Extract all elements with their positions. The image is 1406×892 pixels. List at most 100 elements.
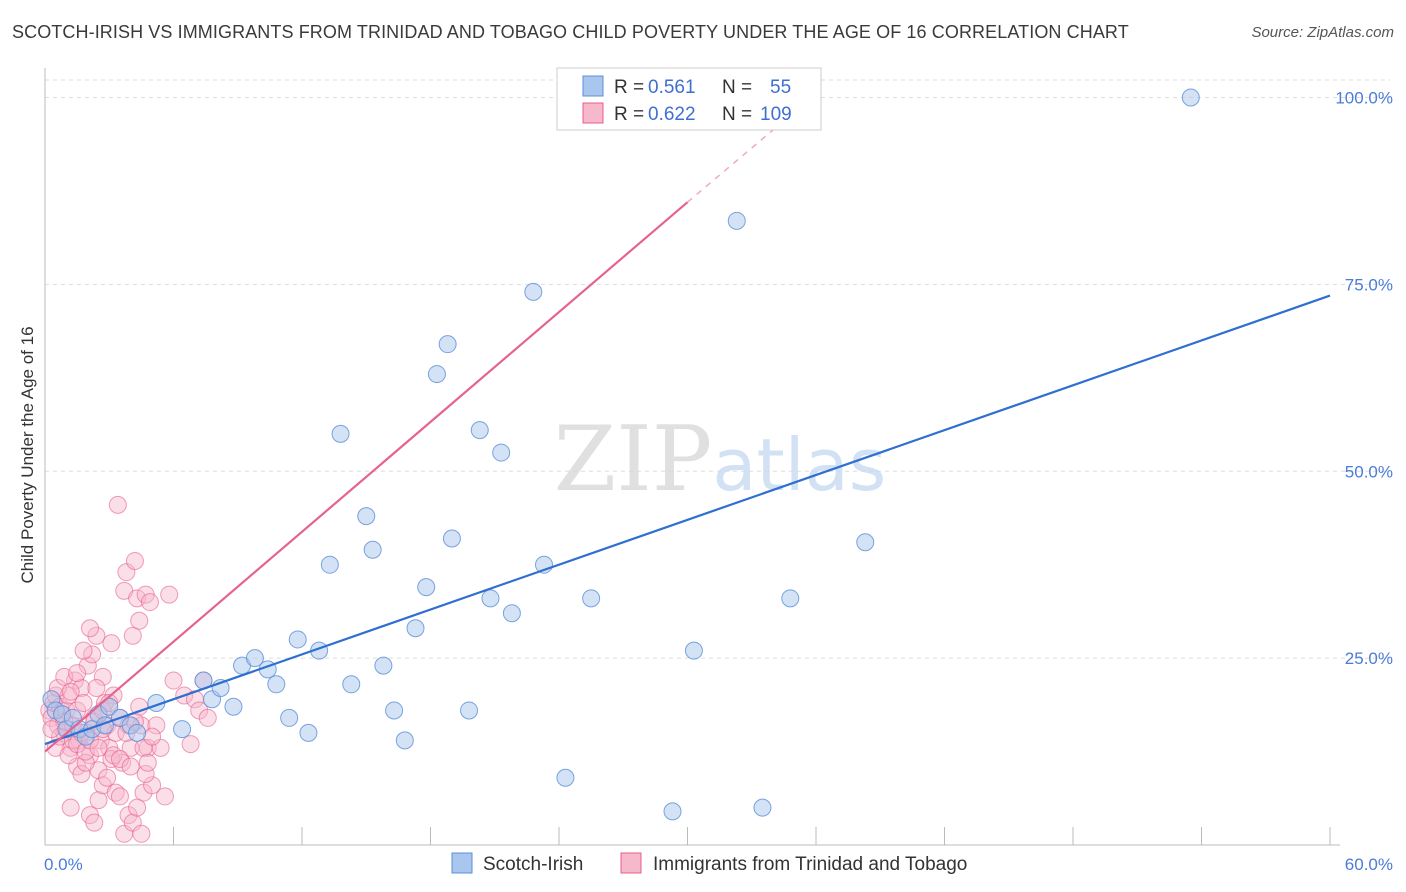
- source-label: Source: ZipAtlas.com: [1251, 24, 1394, 41]
- point-scotch-irish-37: [417, 578, 436, 597]
- point-scotch-irish-53: [753, 798, 772, 817]
- point-trinidad-59: [198, 708, 217, 727]
- bottom-legend: Scotch-Irish Immigrants from Trinidad an…: [451, 852, 967, 875]
- point-trinidad-25: [93, 667, 112, 686]
- legend-r-value-1: 0.561: [648, 77, 696, 98]
- legend-swatch-pink: [582, 102, 604, 124]
- point-trinidad-55: [181, 735, 200, 754]
- point-scotch-irish-40: [442, 529, 461, 548]
- point-trinidad-103: [121, 757, 140, 776]
- chart-title: SCOTCH-IRISH VS IMMIGRANTS FROM TRINIDAD…: [12, 22, 1129, 42]
- point-trinidad-105: [130, 697, 149, 716]
- point-scotch-irish-10: [100, 697, 119, 716]
- point-scotch-irish-33: [374, 656, 393, 675]
- point-trinidad-20: [83, 645, 102, 664]
- point-trinidad-15: [72, 679, 91, 698]
- bottom-legend-swatch-pink: [620, 852, 642, 874]
- point-scotch-irish-32: [363, 540, 382, 559]
- point-scotch-irish-38: [427, 365, 446, 384]
- legend-n-value-2: 109: [760, 104, 792, 125]
- point-scotch-irish-23: [267, 675, 286, 694]
- point-scotch-irish-30: [342, 675, 361, 694]
- legend-swatch-blue: [582, 75, 604, 97]
- point-scotch-irish-15: [173, 720, 192, 739]
- point-scotch-irish-41: [460, 701, 479, 720]
- trend-line-trinidad: [44, 201, 689, 753]
- point-scotch-irish-34: [385, 701, 404, 720]
- legend-r-value-2: 0.622: [648, 104, 696, 125]
- point-scotch-irish-50: [663, 802, 682, 821]
- watermark-zip: ZIP: [554, 407, 713, 512]
- point-scotch-irish-46: [524, 282, 543, 301]
- point-trinidad-95: [74, 641, 93, 660]
- trend-line-scotch-irish: [44, 294, 1331, 746]
- point-trinidad-68: [98, 768, 117, 787]
- trend-line-trinidad-extension: [687, 93, 817, 203]
- point-scotch-irish-54: [781, 589, 800, 608]
- point-scotch-irish-42: [470, 421, 489, 440]
- point-scotch-irish-55: [856, 533, 875, 552]
- legend-r-label-1: R =: [614, 77, 644, 98]
- point-trinidad-32: [108, 495, 127, 514]
- point-scotch-irish-36: [406, 619, 425, 638]
- point-trinidad-107: [138, 753, 157, 772]
- point-trinidad-29: [102, 634, 121, 653]
- point-trinidad-47: [140, 593, 159, 612]
- point-scotch-irish-49: [582, 589, 601, 608]
- point-scotch-irish-52: [727, 211, 746, 230]
- legend-r-label-2: R =: [614, 104, 644, 125]
- point-trinidad-75: [128, 798, 147, 817]
- point-trinidad-51: [155, 787, 174, 806]
- x-tick-label-min: 0.0%: [44, 855, 83, 874]
- point-trinidad-71: [110, 787, 129, 806]
- point-scotch-irish-29: [331, 424, 350, 443]
- point-scotch-irish-26: [299, 723, 318, 742]
- point-trinidad-60: [61, 798, 80, 817]
- point-scotch-irish-44: [492, 443, 511, 462]
- tick-labels: 25.0% 50.0% 75.0% 100.0% 0.0% 60.0%: [44, 89, 1393, 875]
- y-tick-label-75: 75.0%: [1345, 275, 1393, 294]
- point-scotch-irish-25: [288, 630, 307, 649]
- point-trinidad-18: [78, 656, 97, 675]
- point-trinidad-22: [87, 626, 106, 645]
- point-trinidad-77: [136, 764, 155, 783]
- point-trinidad-65: [85, 813, 104, 832]
- point-trinidad-90: [42, 720, 61, 739]
- bottom-legend-swatch-blue: [451, 852, 473, 874]
- point-scotch-irish-24: [280, 708, 299, 727]
- point-scotch-irish-21: [245, 649, 264, 668]
- watermark: ZIPatlas: [554, 407, 887, 512]
- point-trinidad-108: [143, 727, 162, 746]
- point-trinidad-88: [89, 738, 108, 757]
- point-scotch-irish-48: [556, 768, 575, 787]
- point-scotch-irish-39: [438, 335, 457, 354]
- point-trinidad-101: [110, 750, 129, 769]
- point-scotch-irish-19: [224, 697, 243, 716]
- legend-n-label-1: N =: [722, 77, 752, 98]
- point-scotch-irish-51: [684, 641, 703, 660]
- point-scotch-irish-31: [357, 507, 376, 526]
- x-tick-label-max: 60.0%: [1345, 855, 1393, 874]
- point-trinidad-94: [68, 664, 87, 683]
- legend-n-label-2: N =: [722, 104, 752, 125]
- y-tick-label-25: 25.0%: [1345, 649, 1393, 668]
- legend-n-value-1: 55: [770, 77, 791, 98]
- bottom-legend-label-trinidad: Immigrants from Trinidad and Tobago: [653, 854, 967, 875]
- point-trinidad-76: [132, 824, 151, 843]
- point-trinidad-52: [160, 585, 179, 604]
- series-trinidad-points: [40, 495, 217, 843]
- point-scotch-irish-35: [395, 731, 414, 750]
- point-scotch-irish-45: [502, 604, 521, 623]
- y-tick-label-100: 100.0%: [1335, 89, 1393, 108]
- watermark-atlas: atlas: [712, 423, 886, 507]
- grid-lines: [45, 79, 1390, 659]
- point-trinidad-96: [80, 619, 99, 638]
- point-trinidad-62: [72, 764, 91, 783]
- point-trinidad-48: [143, 776, 162, 795]
- y-tick-label-50: 50.0%: [1345, 462, 1393, 481]
- point-trinidad-53: [164, 671, 183, 690]
- point-trinidad-93: [61, 682, 80, 701]
- point-trinidad-66: [89, 791, 108, 810]
- trend-lines: [44, 93, 1331, 753]
